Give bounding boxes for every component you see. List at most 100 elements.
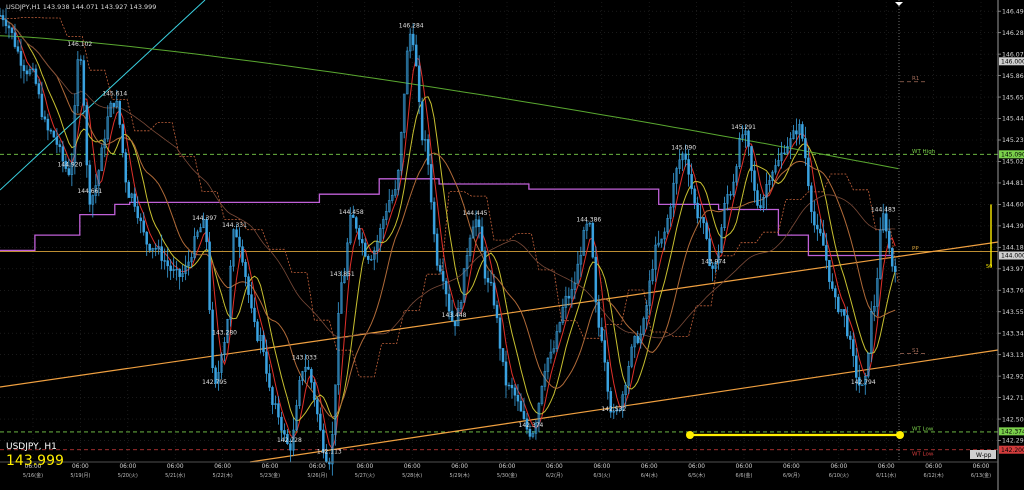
candle-body: [31, 68, 35, 70]
candle-body: [205, 219, 208, 243]
time-tick-label: 06:00: [830, 464, 847, 470]
candle-body: [370, 259, 373, 261]
candle-body: [525, 418, 529, 430]
candle-body: [100, 147, 104, 172]
cyan-trendline[interactable]: [0, 0, 206, 191]
candle-body: [163, 260, 166, 262]
candle-body: [73, 105, 77, 164]
candle-body: [753, 170, 756, 191]
ma-60-line: [0, 15, 896, 339]
swing-labels: 146.102 144.920 145.614 144.661 144.397 144.3…: [57, 22, 895, 455]
candle-body: [735, 166, 738, 183]
price-badge-text: 142.374: [1001, 429, 1024, 436]
candle-body: [549, 351, 553, 359]
candle-body: [310, 369, 313, 383]
candle-body: [208, 241, 211, 311]
candle-body: [220, 354, 223, 373]
candle-body: [447, 293, 451, 312]
candle-body: [660, 238, 663, 244]
candle-body: [696, 202, 699, 219]
candle-body: [609, 391, 613, 413]
date-tick-label: 5/19(月): [70, 473, 90, 479]
candle-body: [28, 69, 32, 75]
date-tick-label: 6/10(火): [829, 473, 849, 479]
candle-body: [747, 130, 750, 147]
candle-body: [166, 260, 169, 267]
time-tick-label: 06:00: [309, 464, 326, 470]
candle-body: [663, 231, 666, 240]
time-tick-label: 06:00: [546, 464, 563, 470]
upper-trendline[interactable]: [0, 241, 999, 388]
time-tick-label: 06:00: [262, 464, 279, 470]
candle-body: [387, 200, 391, 212]
swing-price-label: 142.228: [277, 437, 302, 444]
candle-body: [178, 268, 181, 277]
candle-body: [774, 165, 777, 173]
candle-body: [750, 146, 753, 171]
candle-body: [247, 276, 250, 295]
candle-body: [381, 219, 385, 229]
candle-body: [642, 318, 645, 335]
candle-body: [238, 236, 241, 247]
candle-body: [741, 134, 744, 139]
candle-body: [534, 422, 538, 434]
candle-body: [786, 146, 789, 154]
time-tick-label: 06:00: [499, 464, 516, 470]
candle-body: [232, 229, 235, 267]
candle-body: [127, 181, 130, 198]
candle-body: [666, 218, 669, 233]
envelope-band: [0, 178, 894, 257]
candle-body: [414, 44, 418, 67]
candle-body: [211, 309, 214, 369]
price-tick-label: 143.760: [1002, 287, 1024, 294]
candle-body: [37, 83, 41, 95]
candle-body: [94, 185, 98, 196]
swing-price-label: 145.614: [102, 91, 127, 98]
candle-body: [271, 387, 274, 405]
price-tick-label: 145.650: [1002, 94, 1024, 101]
range-marker-label: 50: [986, 264, 992, 270]
swing-price-label: 143.851: [330, 271, 355, 278]
candle-body: [405, 50, 409, 95]
swing-price-label: 143.448: [442, 312, 467, 319]
candle-body: [408, 33, 412, 52]
date-tick-label: 5/22(木): [213, 472, 233, 479]
price-tick-label: 142.500: [1002, 416, 1024, 423]
candle-body: [819, 228, 822, 234]
candle-body: [52, 130, 56, 138]
candle-body: [367, 255, 370, 260]
candle-body: [564, 295, 568, 308]
ma-fast-line: [0, 14, 896, 450]
chart-grid: [0, 2, 998, 462]
swing-price-label: 142.532: [601, 406, 626, 413]
candle-body: [810, 185, 813, 212]
yellow-segment-end: [896, 431, 904, 439]
candle-body: [498, 317, 502, 349]
swing-price-label: 144.331: [222, 222, 247, 229]
date-tick-label: 6/4(水): [641, 472, 658, 479]
candle-body: [217, 372, 220, 384]
candle-body: [393, 189, 397, 196]
price-tick-label: 145.440: [1002, 116, 1024, 123]
time-tick-label: 06:00: [973, 464, 990, 470]
candle-body: [732, 181, 735, 196]
date-tick-label: 6/3(火): [593, 473, 610, 479]
price-tick-label: 146.490: [1002, 8, 1024, 15]
candle-body: [570, 289, 574, 299]
candle-body: [878, 229, 882, 279]
candlesticks: [0, 7, 897, 476]
candle-body: [708, 238, 711, 267]
candle-body: [717, 252, 720, 263]
candle-body: [43, 116, 47, 120]
candle-body: [501, 348, 505, 363]
candle-body: [801, 124, 804, 139]
candle-body: [10, 27, 14, 34]
candle-body: [172, 269, 175, 271]
price-badge-text: 142.200: [1001, 447, 1024, 454]
candle-body: [546, 357, 550, 372]
candle-body: [672, 182, 675, 208]
price-level-label: WT High: [912, 149, 936, 155]
candle-body: [846, 315, 849, 337]
candle-body: [340, 282, 343, 314]
